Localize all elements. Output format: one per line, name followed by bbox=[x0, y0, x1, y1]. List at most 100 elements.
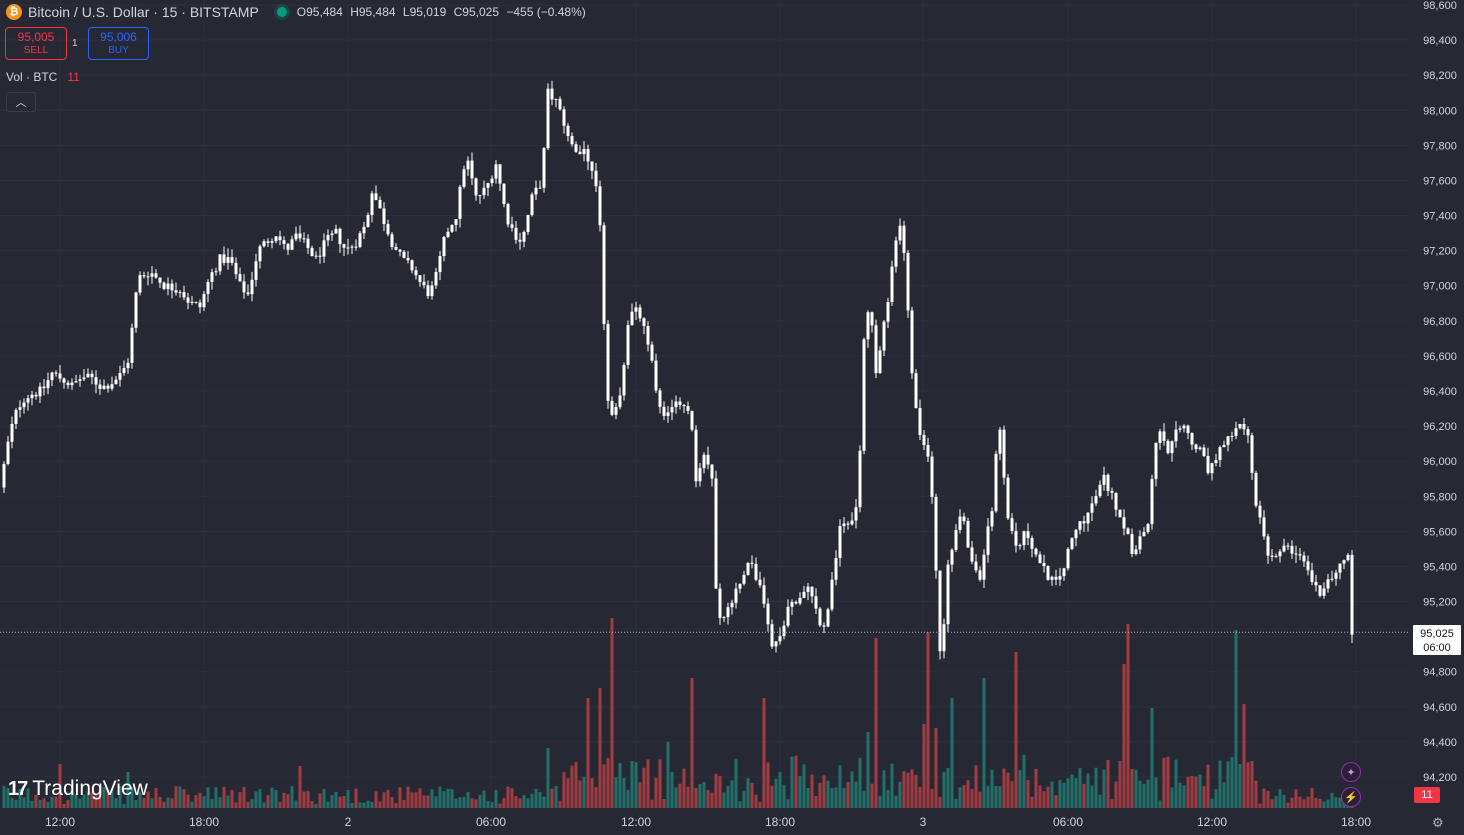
candle-body bbox=[442, 236, 446, 257]
buy-button[interactable]: 95,006 BUY bbox=[88, 27, 149, 60]
collapse-legend-button[interactable]: ︿ bbox=[6, 92, 36, 112]
volume-bar bbox=[586, 698, 590, 808]
candle-body bbox=[1154, 442, 1158, 480]
candle-body bbox=[1170, 441, 1174, 454]
volume-bar bbox=[226, 795, 230, 808]
volume-bar bbox=[1334, 797, 1338, 808]
volume-bar bbox=[518, 798, 522, 808]
volume-bar bbox=[410, 792, 414, 808]
candle-body bbox=[1222, 445, 1226, 448]
price-tick-label: 97,800 bbox=[1423, 140, 1457, 152]
volume-bar bbox=[754, 794, 758, 808]
volume-bar bbox=[626, 789, 630, 808]
market-status-icon[interactable] bbox=[276, 7, 287, 17]
volume-bar bbox=[1286, 802, 1290, 808]
candle-body bbox=[306, 238, 310, 248]
candle-body bbox=[682, 405, 686, 407]
volume-bar bbox=[478, 794, 482, 808]
volume-bar bbox=[578, 780, 582, 808]
candle-body bbox=[102, 385, 106, 389]
sparkle-icon[interactable]: ✦ bbox=[1341, 762, 1361, 782]
volume-bar bbox=[1314, 797, 1318, 808]
candle-body bbox=[470, 160, 474, 179]
time-tick-label: 18:00 bbox=[765, 815, 795, 829]
volume-bar bbox=[1002, 768, 1006, 808]
volume-bar bbox=[1086, 773, 1090, 808]
volume-bar bbox=[986, 785, 990, 808]
candle-body bbox=[542, 148, 546, 188]
time-tick-label: 12:00 bbox=[621, 815, 651, 829]
time-tick-label: 3 bbox=[920, 815, 927, 829]
volume-bar bbox=[798, 775, 802, 808]
candle-body bbox=[250, 279, 254, 295]
volume-bar bbox=[1230, 757, 1234, 808]
volume-bar bbox=[686, 786, 690, 808]
chart-grid bbox=[0, 0, 1410, 812]
candle-body bbox=[318, 255, 322, 257]
volume-legend[interactable]: Vol · BTC 11 bbox=[6, 70, 80, 84]
volume-bar bbox=[534, 788, 538, 808]
volume-bar bbox=[1066, 778, 1070, 808]
candle-body bbox=[426, 285, 430, 297]
price-tick-label: 96,800 bbox=[1423, 316, 1457, 328]
candle-body bbox=[466, 160, 470, 170]
volume-bar bbox=[30, 800, 34, 808]
price-tick-label: 98,600 bbox=[1423, 0, 1457, 12]
volume-bar bbox=[42, 798, 46, 808]
candle-body bbox=[266, 241, 270, 243]
candle-body bbox=[502, 183, 506, 204]
volume-bar bbox=[1134, 769, 1138, 808]
candle-body bbox=[170, 283, 174, 291]
volume-bar bbox=[926, 632, 930, 808]
volume-bar bbox=[574, 762, 578, 808]
candle-body bbox=[514, 227, 518, 240]
candle-body bbox=[1002, 429, 1006, 478]
volume-bar bbox=[1326, 799, 1330, 808]
volume-bar bbox=[1162, 757, 1166, 808]
volume-bar bbox=[966, 780, 970, 808]
candle-body bbox=[14, 409, 18, 424]
candle-body bbox=[854, 507, 858, 521]
price-tick-label: 94,600 bbox=[1423, 702, 1457, 714]
volume-bar bbox=[442, 791, 446, 808]
price-tick-label: 95,200 bbox=[1423, 597, 1457, 609]
bar-countdown: 06:00 bbox=[1423, 642, 1451, 654]
volume-bar bbox=[362, 802, 366, 808]
candle-body bbox=[354, 246, 358, 248]
volume-bar bbox=[170, 798, 174, 808]
candle-body bbox=[902, 225, 906, 253]
volume-bar bbox=[770, 785, 774, 808]
tradingview-logo[interactable]: 17 TradingView bbox=[8, 777, 148, 801]
candle-body bbox=[650, 344, 654, 361]
volume-bar bbox=[134, 800, 138, 808]
volume-bar bbox=[358, 802, 362, 808]
symbol-title[interactable]: Bitcoin / U.S. Dollar · 15 · BITSTAMP bbox=[28, 4, 259, 20]
volume-bar bbox=[1234, 630, 1238, 808]
candle-body bbox=[782, 625, 786, 636]
candle-body bbox=[1274, 556, 1278, 558]
candle-body bbox=[1022, 531, 1026, 546]
candle-body bbox=[670, 407, 674, 413]
price-tick-label: 94,800 bbox=[1423, 667, 1457, 679]
volume-bar bbox=[194, 795, 198, 808]
candle-body bbox=[158, 277, 162, 283]
volume-bar bbox=[722, 792, 726, 808]
candle-body bbox=[1102, 474, 1106, 485]
candle-body bbox=[958, 516, 962, 530]
lightning-icon[interactable]: ⚡ bbox=[1341, 787, 1361, 807]
candle-body bbox=[1106, 474, 1110, 492]
ohlc-close: C95,025 bbox=[453, 5, 500, 19]
candle-body bbox=[94, 377, 98, 385]
volume-bar bbox=[1106, 759, 1110, 808]
candle-body bbox=[858, 450, 862, 508]
volume-bar bbox=[70, 788, 74, 808]
candle-body bbox=[1290, 545, 1294, 554]
candle-body bbox=[222, 254, 226, 263]
volume-bar bbox=[1278, 789, 1282, 808]
volume-bar bbox=[474, 799, 478, 808]
settings-gear-icon[interactable]: ⚙ bbox=[1432, 815, 1444, 830]
candle-body bbox=[850, 520, 854, 525]
volume-bar bbox=[1294, 789, 1298, 808]
sell-button[interactable]: 95,005 SELL bbox=[5, 27, 67, 60]
